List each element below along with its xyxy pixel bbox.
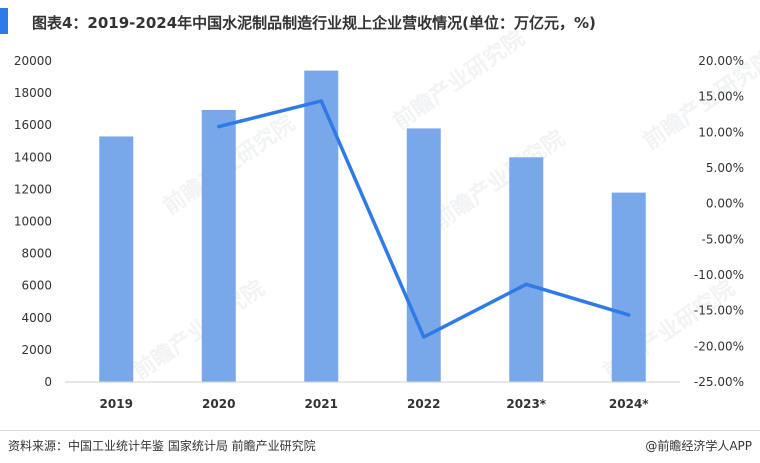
y-left-tick-label: 18000 (14, 86, 52, 100)
y-right-tick-label: 10.00% (698, 125, 744, 139)
x-tick-label: 2022 (407, 397, 440, 411)
growth-rate-point-2023-est (524, 282, 528, 286)
x-tick-label: 2020 (202, 397, 235, 411)
y-right-tick-label: 0.00% (706, 197, 744, 211)
watermark-text: 前瞻产业研究院 (129, 275, 270, 385)
y-right-tick-label: 15.00% (698, 90, 744, 104)
y-left-tick-label: 6000 (21, 279, 52, 293)
growth-rate-point-2024-est (627, 313, 631, 317)
credit-note: @前瞻经济学人APP (645, 439, 752, 453)
y-left-tick-label: 12000 (14, 182, 52, 196)
y-left-tick-label: 4000 (21, 311, 52, 325)
y-left-tick-label: 14000 (14, 150, 52, 164)
bar-2019 (99, 136, 134, 382)
y-left-tick-label: 0 (44, 375, 52, 389)
y-left-tick-label: 8000 (21, 247, 52, 261)
watermark-text: 前瞻产业研究院 (389, 25, 530, 135)
y-right-tick-label: -10.00% (694, 268, 744, 282)
growth-rate-point-2020 (217, 125, 221, 129)
y-left-tick-label: 10000 (14, 215, 52, 229)
y-right-tick-label: -25.00% (694, 375, 744, 389)
title-accent-bar (0, 8, 8, 34)
y-left-tick-label: 16000 (14, 118, 52, 132)
x-tick-label: 2021 (305, 397, 338, 411)
bar-2020 (201, 109, 236, 382)
bar-2022 (406, 128, 441, 382)
footer: 资料来源：中国工业统计年鉴 国家统计局 前瞻产业研究院 @前瞻经济学人APP (0, 430, 760, 463)
y-left-tick-label: 2000 (21, 343, 52, 357)
chart-title: 图表4：2019-2024年中国水泥制品制造行业规上企业营收情况(单位：万亿元，… (32, 14, 596, 32)
x-tick-label: 2019 (100, 397, 133, 411)
y-right-tick-label: -5.00% (702, 232, 744, 246)
growth-rate-point-2022 (422, 335, 426, 339)
y-left-tick-label: 20000 (14, 54, 52, 68)
bar-2023-est (509, 157, 544, 382)
y-right-tick-label: -15.00% (694, 304, 744, 318)
chart-canvas: 前瞻产业研究院前瞻产业研究院前瞻产业研究院前瞻产业研究院前瞻产业研究院前瞻产业研… (14, 25, 760, 411)
y-right-tick-label: 20.00% (698, 54, 744, 68)
y-right-tick-label: -20.00% (694, 339, 744, 353)
bar-2021 (304, 70, 339, 382)
y-right-tick-label: 5.00% (706, 161, 744, 175)
source-note: 资料来源：中国工业统计年鉴 国家统计局 前瞻产业研究院 (8, 439, 316, 453)
growth-rate-point-2021 (319, 99, 323, 103)
x-tick-label: 2023* (506, 397, 546, 411)
watermark-text: 前瞻产业研究院 (429, 125, 570, 235)
bar-2024-est (611, 192, 646, 382)
x-tick-label: 2024* (609, 397, 649, 411)
